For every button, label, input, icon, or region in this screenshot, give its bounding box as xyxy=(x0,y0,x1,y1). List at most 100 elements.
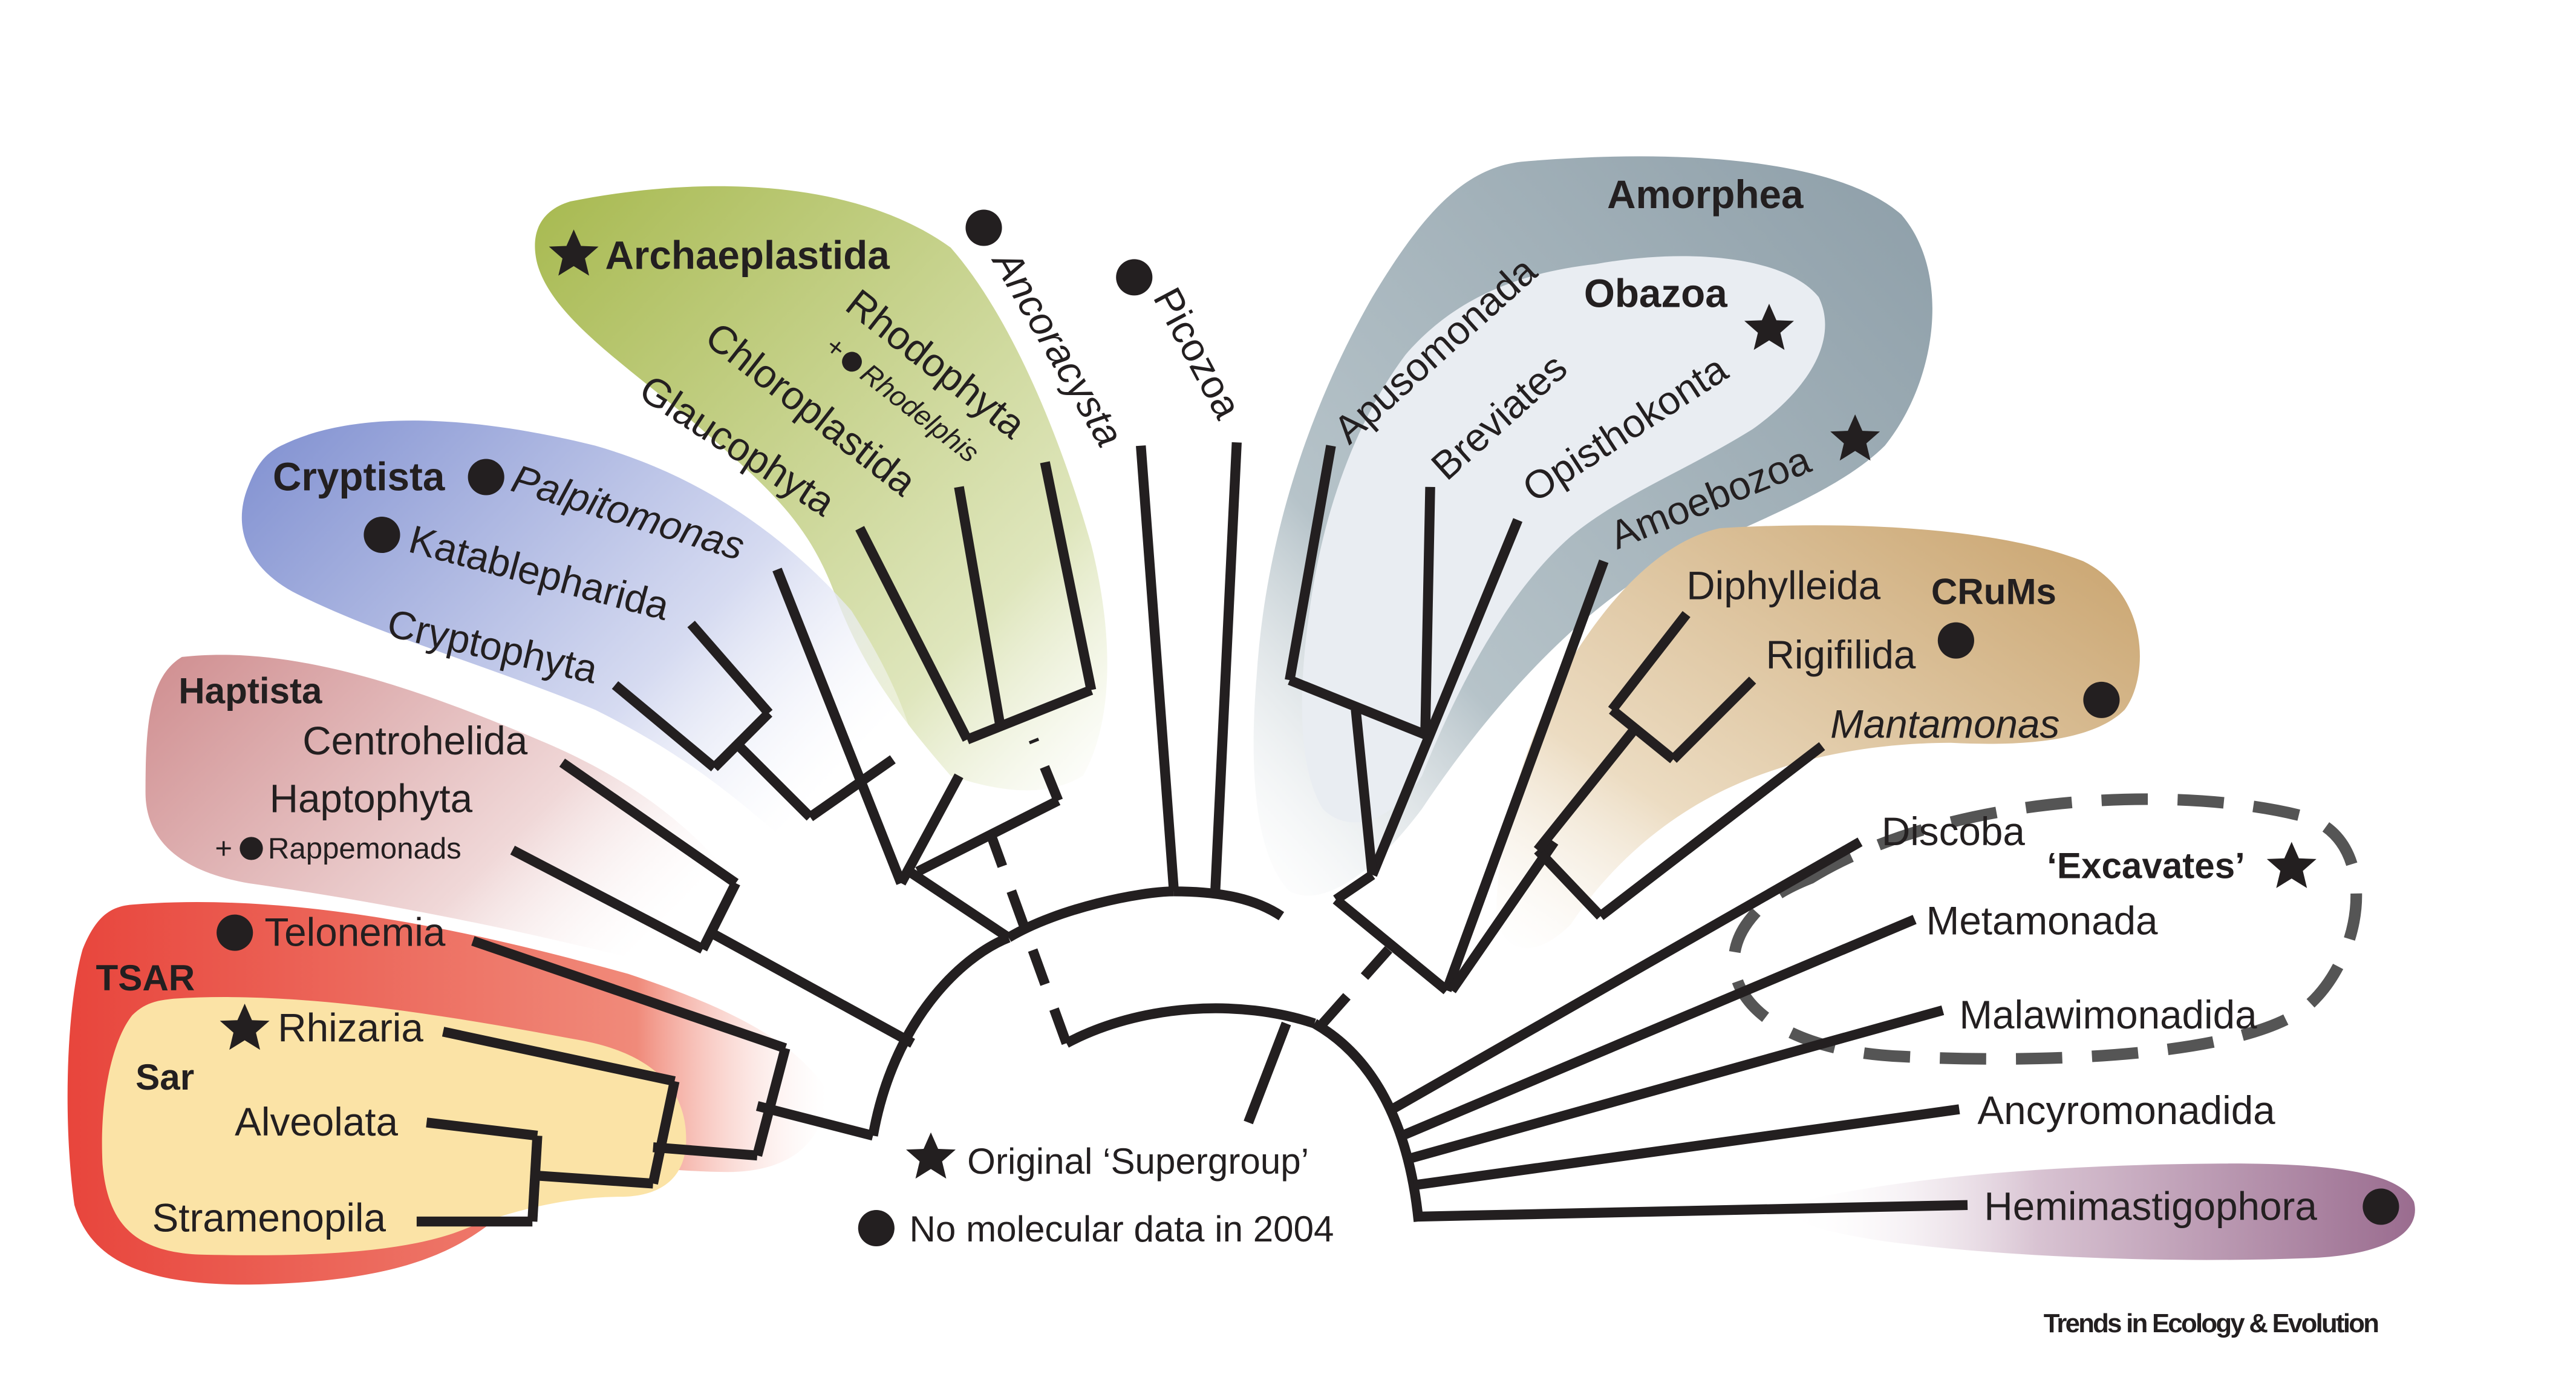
branch-kc-inner xyxy=(711,709,772,771)
branch-ab-node xyxy=(1288,675,1427,739)
label-rigifilida: Rigifilida xyxy=(1766,633,1916,677)
label-amorphea: Amorphea xyxy=(1607,172,1804,217)
branch-rhizaria xyxy=(442,1027,676,1087)
branch-glaucophyta xyxy=(855,526,972,742)
branch-haptista-node xyxy=(698,881,740,952)
label-mantamonas: Mantamonas xyxy=(1830,702,2059,747)
label-discoba: Discoba xyxy=(1882,809,2026,854)
branch-ancoracysta xyxy=(1136,445,1179,892)
label-tsar: TSAR xyxy=(96,958,195,998)
branch-discoba xyxy=(1389,837,1863,1114)
dot-icon xyxy=(842,352,862,372)
label-archaeplastida: Archaeplastida xyxy=(605,234,890,278)
hemimastigophora-region xyxy=(1785,1163,2415,1260)
root-arc-mid xyxy=(1006,886,1174,942)
legend-dot-icon xyxy=(858,1209,895,1246)
branch-haptophyta xyxy=(510,845,705,954)
branch-telonemia xyxy=(471,936,787,1053)
label-diphylleida: Diphylleida xyxy=(1686,563,1880,607)
branch-cryptophyta xyxy=(611,681,718,772)
archaeplastida-region xyxy=(535,186,1107,791)
label-excavates: ‘Excavates’ xyxy=(2047,846,2245,886)
crums-region xyxy=(1496,525,2140,949)
label-picozoa: Picozoa xyxy=(1145,280,1250,425)
label-haptophyta: Haptophyta xyxy=(270,776,473,820)
star-icon xyxy=(2266,842,2317,888)
sar-region xyxy=(102,997,686,1255)
branch-arch-inner-node xyxy=(965,685,1094,744)
obazoa-region xyxy=(1302,256,1825,823)
branch-archaeplastida-dashed xyxy=(984,826,1071,1045)
dot-icon xyxy=(2083,681,2120,718)
journal-credit: Trends in Ecology & Evolution xyxy=(2044,1309,2378,1338)
label-sar: Sar xyxy=(135,1057,194,1097)
branch-dr-node xyxy=(1609,705,1677,764)
branch-opisthokonta xyxy=(1368,518,1523,877)
branch-rigifilida xyxy=(1669,676,1756,763)
branch-diphylleida xyxy=(1608,610,1691,713)
legend-star-icon xyxy=(906,1132,956,1179)
branch-ab-stem xyxy=(1351,709,1378,875)
branch-archaeplastida-node xyxy=(915,796,1061,876)
label-metamonada: Metamonada xyxy=(1926,898,2158,943)
branch-chloro-node xyxy=(954,486,1005,727)
branch-crums-stem xyxy=(1447,839,1559,993)
branch-breviates xyxy=(1420,486,1435,735)
branch-kc-stem xyxy=(732,739,814,821)
excavates-boundary xyxy=(1728,793,2362,1065)
label-rappemonads: Rappemonads xyxy=(268,832,461,865)
dot-icon xyxy=(2362,1188,2399,1225)
branch-arch-inner-dashed xyxy=(1028,737,1063,803)
root-arc-top xyxy=(1064,1003,1316,1048)
branch-ancyromonadida xyxy=(1413,1104,1960,1191)
branch-sar-stem xyxy=(653,1142,758,1161)
label-centrohelida: Centrohelida xyxy=(302,719,527,763)
label-obazoa: Obazoa xyxy=(1584,272,1727,316)
label-cryptista: Cryptista xyxy=(273,454,445,499)
dot-icon xyxy=(217,914,253,951)
label-haptista: Haptista xyxy=(178,670,322,711)
dot-icon xyxy=(1937,622,1974,659)
root-arc-left xyxy=(868,933,1011,1137)
label-rappemonads-prefix: + xyxy=(215,832,232,865)
branch-rhodophyta xyxy=(1040,461,1097,692)
dot-icon xyxy=(240,837,263,860)
branch-malawimonadida xyxy=(1407,1005,1945,1164)
branch-cryptista-node xyxy=(896,773,964,886)
branch-amorphea-stem xyxy=(1244,1021,1291,1125)
branch-sa-stem xyxy=(532,1170,654,1189)
root-arc-right xyxy=(1312,1019,1424,1222)
label-rhizaria: Rhizaria xyxy=(278,1006,423,1050)
branch-amorphea-dashed xyxy=(1319,946,1393,1027)
dot-icon xyxy=(965,209,1002,246)
label-malawimonadida: Malawimonadida xyxy=(1959,993,2257,1037)
branch-tsar-node xyxy=(752,1047,791,1157)
legend: Original ‘Supergroup’ No molecular data … xyxy=(858,1132,1334,1249)
root-arc-mid2 xyxy=(1173,886,1285,921)
branch-tsar-stem xyxy=(755,1101,875,1141)
label-alveolata: Alveolata xyxy=(235,1100,398,1144)
branch-dr-stem xyxy=(1533,723,1641,854)
label-telonemia: Telonemia xyxy=(264,910,446,954)
cryptista-region xyxy=(241,420,926,852)
branch-haptista-stem xyxy=(708,928,915,1048)
label-hemimastigophora: Hemimastigophora xyxy=(1984,1184,2317,1228)
dot-icon xyxy=(364,517,400,554)
branch-sar-node xyxy=(648,1080,680,1185)
branch-obazoa-stem xyxy=(1333,871,1375,904)
branch-palpitomonas xyxy=(772,567,906,885)
branch-amoebozoa xyxy=(1442,559,1609,992)
branch-cryptista-stem xyxy=(906,867,1012,942)
label-ancyromonadida: Ancyromonadida xyxy=(1977,1088,2275,1133)
branch-apusomonada xyxy=(1285,445,1336,681)
legend-dot-label: No molecular data in 2004 xyxy=(909,1209,1334,1249)
branch-hemimastigophora xyxy=(1418,1200,1968,1222)
branch-picozoa xyxy=(1210,442,1242,892)
haptista-region xyxy=(145,655,777,969)
label-crums: CRuMs xyxy=(1931,572,2056,612)
label-stramenopila: Stramenopila xyxy=(152,1195,386,1240)
branch-mantamonas xyxy=(1597,742,1825,920)
legend-star-label: Original ‘Supergroup’ xyxy=(967,1141,1309,1182)
branch-crums-node xyxy=(1534,846,1605,920)
